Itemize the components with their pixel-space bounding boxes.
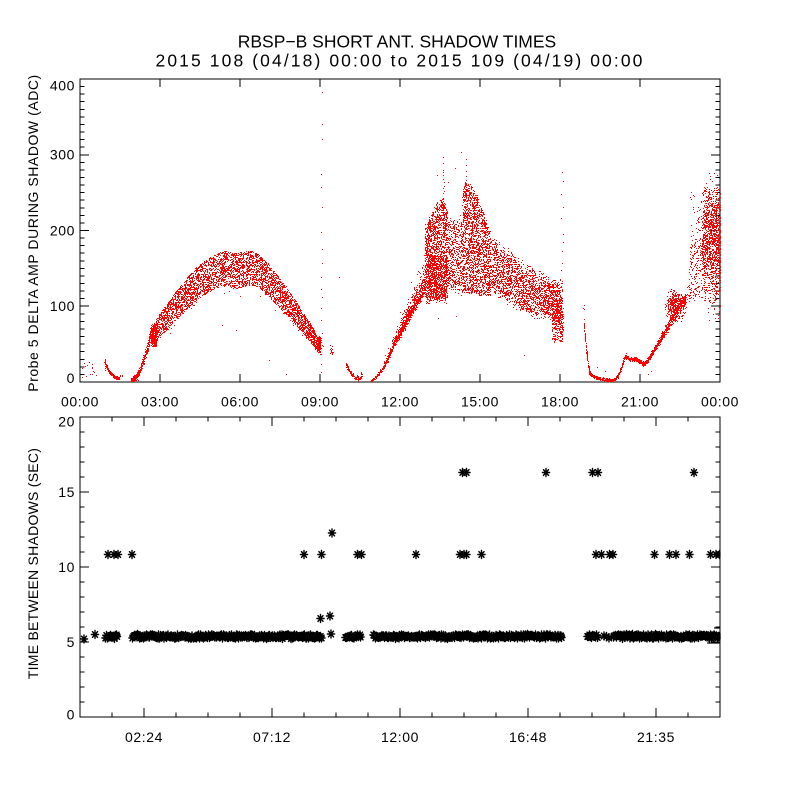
svg-text:00:00: 00:00: [61, 394, 99, 410]
svg-text:12:00: 12:00: [381, 394, 419, 410]
svg-text:2015 108 (04/18) 00:00 to 2015: 2015 108 (04/18) 00:00 to 2015 109 (04/1…: [155, 51, 644, 71]
svg-text:10: 10: [58, 559, 75, 575]
svg-text:06:00: 06:00: [221, 394, 259, 410]
svg-text:400: 400: [50, 77, 75, 93]
svg-text:21:35: 21:35: [637, 729, 675, 745]
svg-text:20: 20: [58, 414, 75, 430]
svg-text:15: 15: [58, 484, 75, 500]
svg-text:TIME BETWEEN SHADOWS (SEC): TIME BETWEEN SHADOWS (SEC): [25, 448, 41, 679]
svg-text:0: 0: [67, 707, 75, 723]
svg-text:03:00: 03:00: [141, 394, 179, 410]
svg-text:0: 0: [67, 370, 75, 386]
svg-text:18:00: 18:00: [541, 394, 579, 410]
svg-text:100: 100: [50, 298, 75, 314]
svg-text:300: 300: [50, 147, 75, 163]
svg-text:RBSP−B SHORT ANT. SHADOW TIMES: RBSP−B SHORT ANT. SHADOW TIMES: [238, 32, 556, 52]
svg-text:02:24: 02:24: [125, 729, 163, 745]
svg-text:09:00: 09:00: [301, 394, 339, 410]
svg-text:07:12: 07:12: [253, 729, 291, 745]
svg-text:15:00: 15:00: [461, 394, 499, 410]
svg-text:00:00: 00:00: [701, 394, 739, 410]
svg-text:16:48: 16:48: [509, 729, 547, 745]
svg-text:21:00: 21:00: [621, 394, 659, 410]
svg-text:5: 5: [67, 634, 75, 650]
svg-text:12:00: 12:00: [381, 729, 419, 745]
svg-text:Probe 5 DELTA AMP DURING SHADO: Probe 5 DELTA AMP DURING SHADOW (ADC): [25, 74, 41, 392]
svg-text:200: 200: [50, 223, 75, 239]
